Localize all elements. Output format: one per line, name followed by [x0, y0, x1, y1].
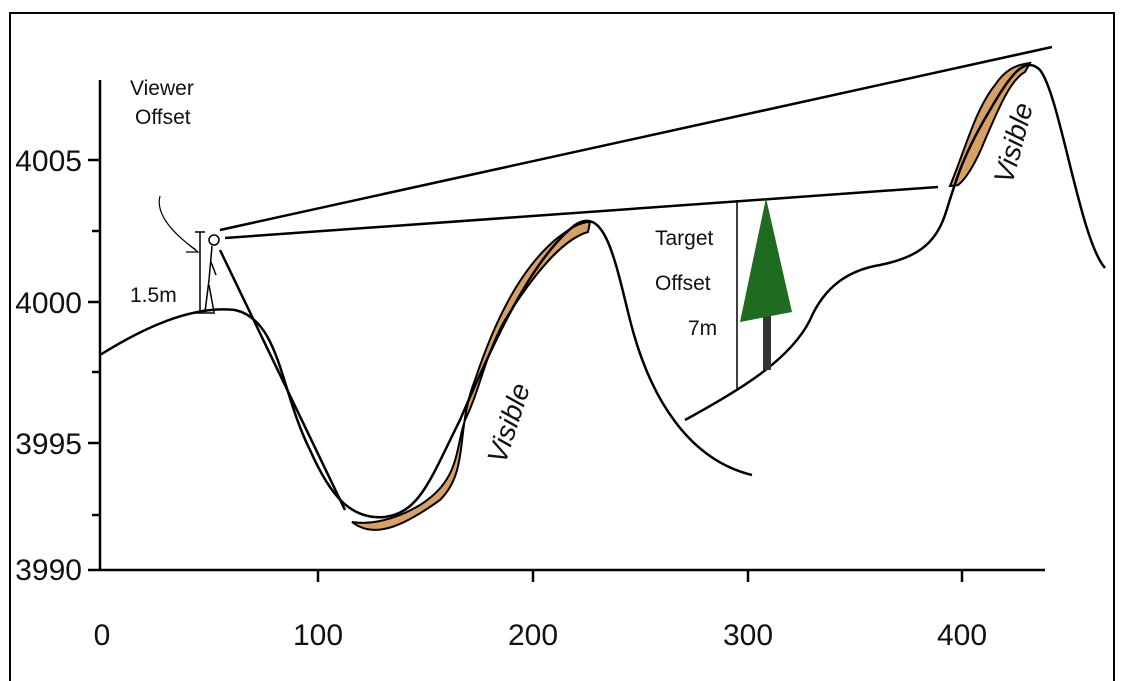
visible-area — [351, 220, 592, 531]
label: Offset — [135, 106, 191, 129]
y-tick-label: 4000 — [15, 287, 82, 320]
y-tick-label: 3995 — [15, 428, 82, 461]
y-tick-label: 4005 — [15, 145, 82, 178]
x-tick-label: 400 — [937, 619, 987, 652]
y-tick-label: 3990 — [15, 554, 82, 587]
label: 7m — [688, 317, 717, 340]
label: 1.5m — [130, 284, 177, 307]
tree — [736, 198, 792, 390]
label: Target — [655, 227, 714, 250]
label: Viewer — [130, 77, 194, 100]
x-tick-label: 300 — [723, 619, 773, 652]
labels: Viewer Offset 1.5m Target Offset 7m — [130, 77, 717, 340]
viewer — [158, 195, 220, 314]
frame — [9, 12, 1115, 681]
x-tick-labels: 0 100 200 300 400 — [94, 619, 987, 652]
axes — [88, 80, 1045, 582]
x-tick-label: 200 — [508, 619, 558, 652]
visible-area — [948, 61, 1032, 188]
x-tick-label: 100 — [293, 619, 343, 652]
y-tick-labels: 4005 4000 3995 3990 — [15, 145, 82, 587]
label: Offset — [655, 272, 711, 295]
visible-label: Visible — [481, 379, 536, 467]
sight-lines — [218, 45, 1053, 511]
terrain — [99, 63, 1106, 519]
x-tick-label: 0 — [94, 619, 111, 652]
